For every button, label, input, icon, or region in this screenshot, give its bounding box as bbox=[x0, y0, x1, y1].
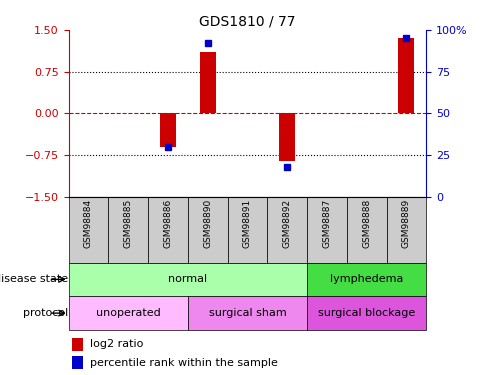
Text: GSM98892: GSM98892 bbox=[283, 199, 292, 248]
Bar bbox=[227, 197, 268, 262]
Text: GSM98888: GSM98888 bbox=[362, 199, 371, 248]
Text: lymphedema: lymphedema bbox=[330, 274, 403, 284]
Bar bbox=[398, 38, 415, 113]
Text: disease state: disease state bbox=[0, 274, 69, 284]
Text: unoperated: unoperated bbox=[96, 308, 161, 318]
Text: GSM98887: GSM98887 bbox=[322, 199, 331, 248]
Text: log2 ratio: log2 ratio bbox=[90, 339, 144, 349]
Title: GDS1810 / 77: GDS1810 / 77 bbox=[199, 15, 295, 29]
Text: surgical sham: surgical sham bbox=[209, 308, 286, 318]
Bar bbox=[188, 197, 227, 262]
Text: GSM98885: GSM98885 bbox=[123, 199, 133, 248]
Bar bbox=[279, 113, 295, 161]
Bar bbox=[307, 296, 426, 330]
Bar bbox=[160, 113, 176, 147]
Bar bbox=[69, 262, 307, 296]
Bar bbox=[69, 296, 188, 330]
Text: normal: normal bbox=[168, 274, 207, 284]
Bar bbox=[307, 262, 426, 296]
Text: surgical blockage: surgical blockage bbox=[318, 308, 416, 318]
Bar bbox=[200, 52, 216, 113]
Bar bbox=[188, 296, 307, 330]
Text: GSM98886: GSM98886 bbox=[164, 199, 172, 248]
Bar bbox=[69, 197, 108, 262]
Bar bbox=[108, 197, 148, 262]
Text: GSM98884: GSM98884 bbox=[84, 199, 93, 248]
Text: percentile rank within the sample: percentile rank within the sample bbox=[90, 358, 278, 368]
Text: protocol: protocol bbox=[24, 308, 69, 318]
Text: GSM98890: GSM98890 bbox=[203, 199, 212, 248]
Bar bbox=[307, 197, 347, 262]
Bar bbox=[72, 356, 83, 369]
Bar bbox=[387, 197, 426, 262]
Bar bbox=[347, 197, 387, 262]
Text: GSM98891: GSM98891 bbox=[243, 199, 252, 248]
Bar bbox=[72, 338, 83, 351]
Bar bbox=[268, 197, 307, 262]
Bar bbox=[148, 197, 188, 262]
Text: GSM98889: GSM98889 bbox=[402, 199, 411, 248]
